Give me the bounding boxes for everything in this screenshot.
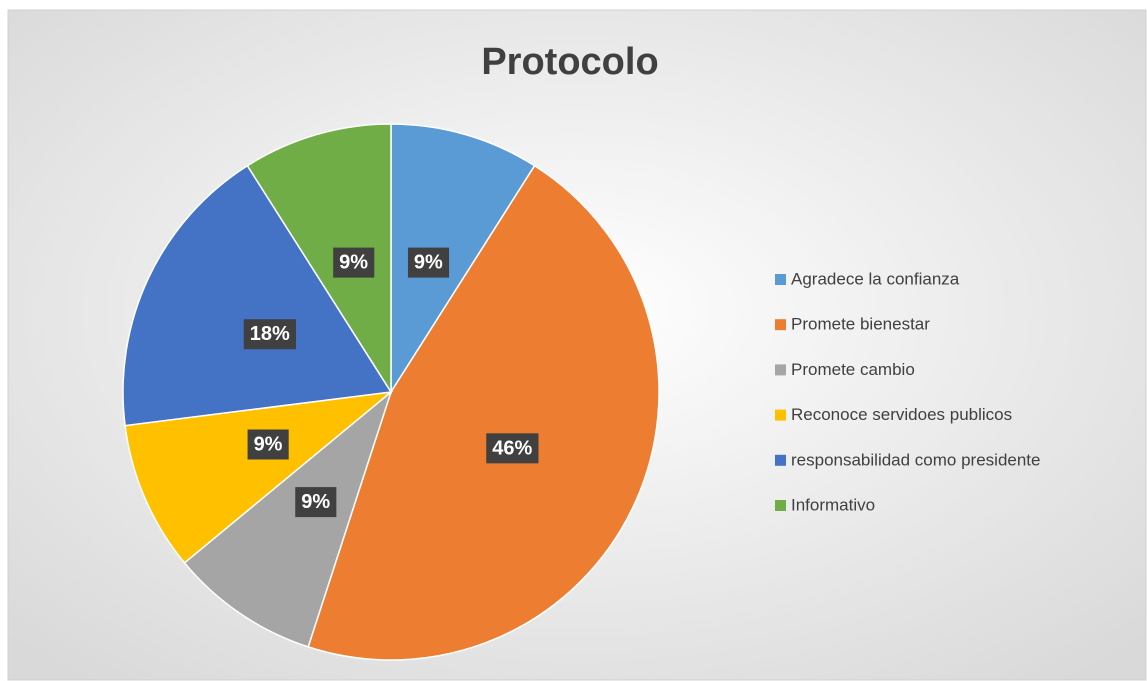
pie-slice xyxy=(246,123,392,395)
legend-label: Promete cambio xyxy=(791,360,915,379)
legend-swatch xyxy=(775,319,786,331)
data-label-box xyxy=(243,319,296,350)
legend-swatch xyxy=(775,274,786,285)
legend-label: responsabilidad como presidente xyxy=(791,450,1041,469)
data-label-box xyxy=(486,433,539,464)
legend-label: Reconoce servidoes publicos xyxy=(791,405,1012,424)
pie-slice xyxy=(122,164,393,427)
data-label-box xyxy=(333,247,375,278)
data-label: 9% xyxy=(254,433,283,455)
data-label: 9% xyxy=(339,252,368,274)
data-label: 9% xyxy=(414,252,443,274)
legend-swatch xyxy=(775,454,786,466)
data-label-box xyxy=(247,429,289,460)
legend-swatch xyxy=(775,500,786,511)
pie-slice xyxy=(390,123,536,395)
data-label-box xyxy=(295,487,337,518)
data-label: 46% xyxy=(492,437,532,459)
legend-swatch xyxy=(775,364,786,376)
legend-label: Agradece la confianza xyxy=(791,269,960,288)
pie-slice xyxy=(124,390,394,564)
legend-label: Promete bienestar xyxy=(791,315,930,334)
pie-slice xyxy=(307,164,660,661)
legend-label: Informativo xyxy=(791,495,875,514)
pie-slice xyxy=(183,389,393,648)
data-label-box xyxy=(407,247,450,278)
chart-title: Protocolo xyxy=(481,41,658,83)
legend-swatch xyxy=(775,409,786,421)
data-label: 9% xyxy=(301,491,330,513)
data-label: 18% xyxy=(250,323,290,345)
